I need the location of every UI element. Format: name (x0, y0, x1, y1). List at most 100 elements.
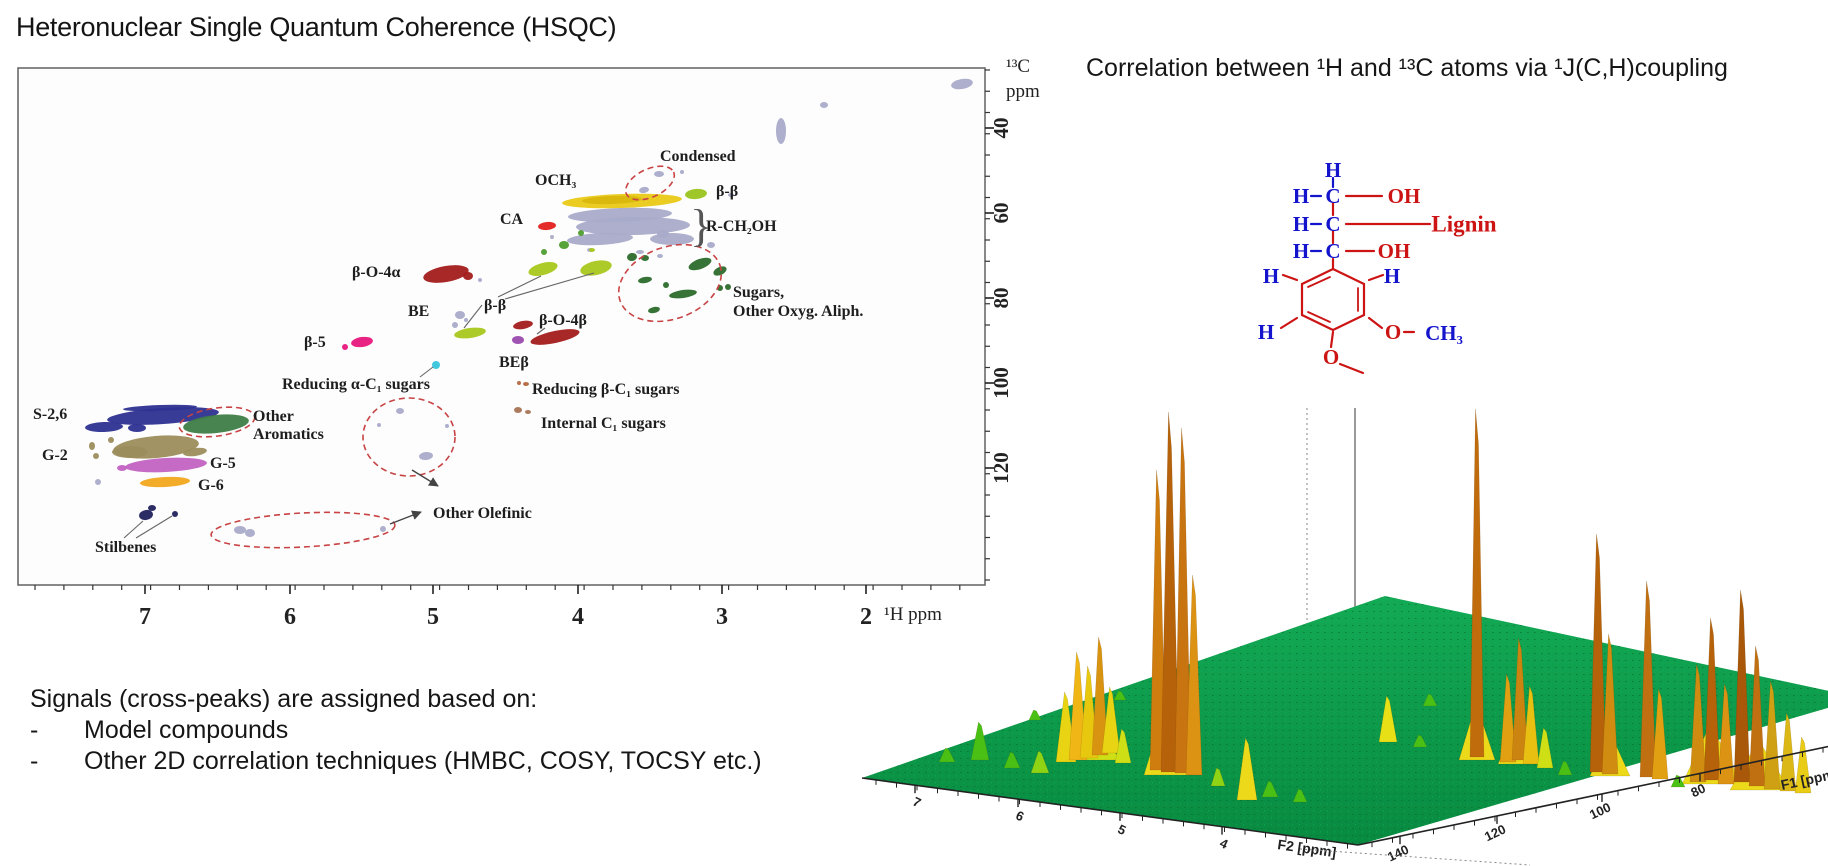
cross-peak-blob (589, 248, 595, 252)
connector-line (497, 275, 542, 298)
spectrum-peak (1522, 685, 1540, 765)
peak-label: Internal C₁ sugars (541, 415, 666, 432)
peak-label: G-6 (198, 477, 224, 494)
cross-peak-blob (464, 318, 468, 322)
peak-label: Other (253, 408, 294, 425)
cross-peak-blob (820, 102, 828, 108)
cross-peak-blob (654, 171, 664, 177)
spectrum-peak (1763, 680, 1781, 790)
cross-peak-blob (578, 230, 584, 236)
spectrum-peak (1601, 633, 1619, 775)
bond (1338, 362, 1365, 375)
bond (1307, 311, 1331, 323)
cross-peak-blob (525, 410, 531, 414)
f1-axis-tick-label: 120 (1482, 821, 1508, 844)
x-tick-label: 5 (427, 604, 439, 630)
peak-label: G-5 (210, 455, 236, 472)
peak-label: β-β (484, 297, 506, 314)
cross-peak-blob (245, 529, 255, 537)
cross-peak-blob (148, 505, 156, 511)
x-tick-label: 7 (139, 604, 151, 630)
connector-line (536, 327, 546, 335)
cross-peak-blob (514, 407, 522, 413)
cross-peak-blob (707, 242, 715, 248)
cross-peak-blob (517, 381, 521, 385)
bullet-dash: - (30, 716, 39, 744)
y-tick-label: 80 (989, 288, 1013, 309)
dashed-highlight-ellipse (210, 511, 396, 549)
atom-label: O (1323, 345, 1339, 369)
cross-peak-blob (183, 414, 249, 434)
f2-axis-line (861, 777, 1359, 846)
cross-peak-blob (776, 118, 786, 144)
spectrum-peak (1113, 690, 1127, 701)
spectrum-peak (1236, 737, 1258, 801)
cross-peak-blob (541, 249, 547, 255)
f2-axis-tick-label: 4 (1217, 835, 1231, 852)
dashed-highlight-ellipse (624, 165, 676, 201)
atom-label: O (1385, 320, 1401, 344)
cross-peak-blob (582, 195, 642, 205)
cross-peak-blob (627, 252, 637, 262)
dashed-highlight-ellipse (178, 406, 256, 438)
peak-label: β-5 (304, 334, 326, 351)
spectrum-peak (1174, 427, 1192, 774)
y-tick-label: 120 (989, 452, 1013, 484)
peak-label: Stilbenes (95, 539, 156, 556)
cross-peak-blob (108, 437, 114, 443)
spectrum-peak (1030, 750, 1050, 774)
bond (1367, 316, 1384, 330)
bond (1331, 267, 1366, 286)
cross-peak-blob (377, 423, 381, 427)
peak-label: BEβ (499, 354, 529, 371)
bond (1331, 313, 1366, 332)
cross-peak-blob (550, 235, 554, 239)
f2-axis-tick-label: 7 (910, 794, 923, 811)
bond (1281, 273, 1299, 282)
cross-peak-blob (423, 265, 469, 283)
atom-label: C (1325, 212, 1340, 236)
cross-peak-blob (636, 250, 644, 254)
bond (1307, 276, 1331, 288)
x-tick-label: 3 (716, 604, 728, 630)
cross-peak-blob (463, 272, 473, 280)
spectrum-peak (1160, 411, 1180, 773)
cross-peak-blob (478, 278, 482, 282)
spectrum-peak (1378, 695, 1398, 743)
cross-peak-blob (125, 457, 207, 473)
bond (1279, 316, 1299, 330)
spectrum-peak (1717, 683, 1735, 785)
spectrum-peak (938, 747, 956, 763)
hsqc-2d-spectrum: Condensed OCH₃ β-β CA R-CH₂OH β-O-4α BE β-β β-O-… (17, 56, 1040, 630)
connector-line (419, 366, 434, 378)
cross-peak-blob (112, 446, 148, 458)
f2-axis-tick-label: 5 (1115, 821, 1128, 838)
cross-peak-blob (688, 257, 712, 271)
atom-label: H (1263, 264, 1279, 288)
surface-floor-texture (862, 596, 1828, 845)
x-tick-label: 2 (860, 604, 872, 630)
bullet-dash: - (30, 747, 39, 775)
cross-peak-blob (725, 284, 731, 290)
cross-peak-blob (567, 232, 633, 246)
atom-label: H (1293, 212, 1309, 236)
atom-label: H (1384, 264, 1400, 288)
peak-label: β-O-4β (539, 312, 587, 329)
cross-peak-blob (419, 451, 433, 461)
note-item: - Model compounds (30, 715, 790, 746)
cross-peak-blob (172, 511, 178, 517)
notes-heading: Signals (cross-peaks) are assigned based… (30, 685, 538, 713)
spectrum-peak (1210, 767, 1226, 787)
cross-peak-blob (95, 479, 101, 485)
cross-peak-blob (639, 186, 649, 194)
cross-peak-blob (528, 262, 558, 276)
peak-label: Reducing α-C₁ sugars (282, 376, 430, 393)
x-axis-title: ¹H ppm (884, 604, 942, 625)
spectrum-peak (1185, 574, 1203, 776)
dashed-highlight-ellipse (617, 243, 723, 323)
x-tick-label: 6 (284, 604, 296, 630)
cross-peak-blob (85, 421, 123, 433)
cross-peak-blob (452, 322, 458, 328)
peak-label: S-2,6 (33, 406, 67, 423)
